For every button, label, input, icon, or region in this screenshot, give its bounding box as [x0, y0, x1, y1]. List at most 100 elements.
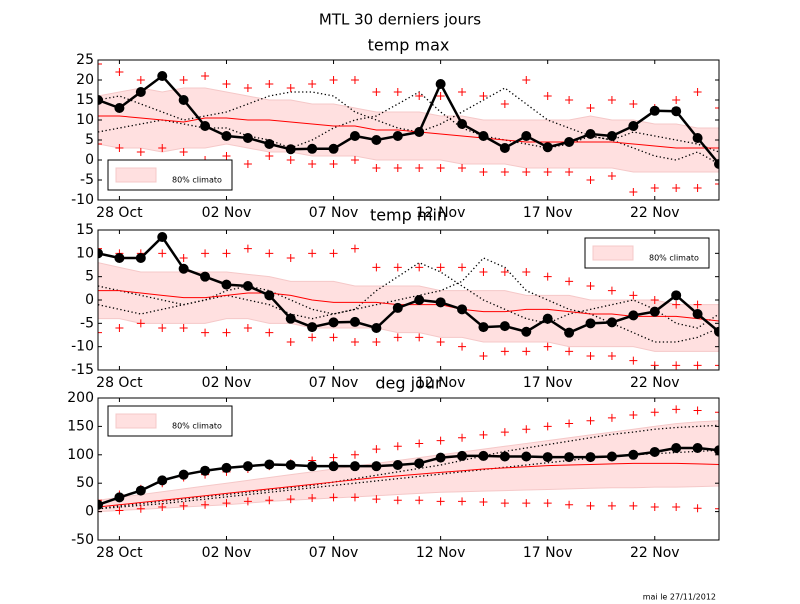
y-tick-label: 15 [76, 92, 94, 108]
plus-marker [98, 244, 102, 253]
plus-marker [565, 419, 574, 428]
plus-marker [607, 172, 616, 180]
plus-marker [350, 244, 359, 253]
point [435, 297, 446, 308]
point [649, 306, 660, 317]
plus-marker [500, 428, 509, 437]
plus-marker [393, 442, 402, 451]
plus-marker [308, 160, 317, 168]
y-tick-label: 10 [76, 112, 94, 128]
plus-marker [286, 338, 295, 346]
plus-marker [522, 268, 531, 276]
y-tick-label: -15 [71, 362, 94, 378]
plus-marker [201, 500, 210, 509]
point [692, 309, 703, 319]
point [328, 143, 339, 154]
figure-title: MTL 30 derniers jours [319, 11, 481, 29]
plus-marker [350, 493, 359, 502]
x-tick-label: 12 Nov [416, 375, 466, 391]
plus-marker [179, 76, 188, 84]
plus-marker [672, 184, 681, 192]
point [499, 143, 510, 153]
plus-marker [458, 88, 467, 96]
plus-marker [158, 503, 167, 512]
plus-marker [650, 296, 659, 304]
plus-marker [693, 504, 702, 513]
plus-marker [372, 263, 381, 272]
plus-marker [308, 493, 317, 502]
x-tick-label: 28 Oct [96, 375, 143, 391]
plus-marker [479, 92, 488, 100]
point [628, 121, 639, 131]
plus-marker [693, 361, 702, 370]
plus-marker [393, 88, 402, 96]
y-tick-label: 5 [85, 132, 94, 148]
plus-marker [565, 277, 574, 286]
plus-marker [500, 268, 509, 276]
subplot [98, 232, 719, 370]
plus-marker [586, 282, 595, 290]
x-tick-label: 12 Nov [416, 545, 466, 561]
point [221, 131, 232, 141]
plus-marker [415, 496, 424, 505]
point [478, 322, 489, 333]
plus-marker [479, 430, 488, 439]
point [221, 279, 232, 290]
y-tick-label: 25 [76, 52, 94, 68]
plus-marker [629, 100, 638, 108]
plus-marker [715, 408, 719, 417]
plus-marker [715, 361, 719, 370]
y-tick-label: -50 [71, 532, 94, 548]
point [692, 442, 703, 453]
point [178, 263, 189, 274]
point [349, 131, 360, 141]
y-tick-label: 15 [76, 222, 94, 238]
point [178, 469, 189, 480]
plus-marker [629, 356, 638, 365]
plus-marker [479, 352, 488, 360]
plus-marker [265, 80, 274, 88]
plus-marker [115, 68, 124, 76]
legend-swatch [115, 167, 157, 183]
plus-marker [286, 495, 295, 504]
plus-marker [586, 501, 595, 510]
plus-marker [436, 92, 445, 100]
plus-marker [286, 254, 295, 262]
point [157, 71, 168, 81]
plus-marker [543, 168, 552, 176]
point [307, 461, 318, 472]
plus-marker [98, 496, 102, 505]
plus-marker [650, 503, 659, 512]
plus-marker [415, 333, 424, 342]
x-tick-label: 02 Nov [202, 205, 252, 221]
point [671, 106, 682, 117]
point [157, 475, 168, 486]
plus-marker [436, 164, 445, 172]
point [285, 313, 296, 324]
plus-marker [500, 100, 509, 108]
plus-marker [715, 180, 719, 188]
point [714, 445, 719, 456]
point [521, 131, 532, 141]
point [542, 142, 553, 153]
plus-marker [693, 406, 702, 415]
x-tick-label: 28 Oct [96, 205, 143, 221]
plus-marker [500, 347, 509, 356]
plus-marker [415, 263, 424, 272]
point [242, 133, 253, 143]
point [349, 316, 360, 327]
plus-marker [565, 500, 574, 509]
plus-marker [201, 249, 210, 258]
y-tick-label: 150 [67, 418, 94, 434]
point [264, 139, 275, 149]
point [457, 119, 468, 129]
plus-marker [458, 263, 467, 272]
point [221, 462, 232, 473]
point [371, 135, 382, 145]
plus-marker [565, 96, 574, 104]
plus-marker [286, 84, 295, 92]
plus-marker [98, 140, 102, 148]
plus-marker [98, 328, 102, 337]
plus-marker [115, 324, 124, 332]
